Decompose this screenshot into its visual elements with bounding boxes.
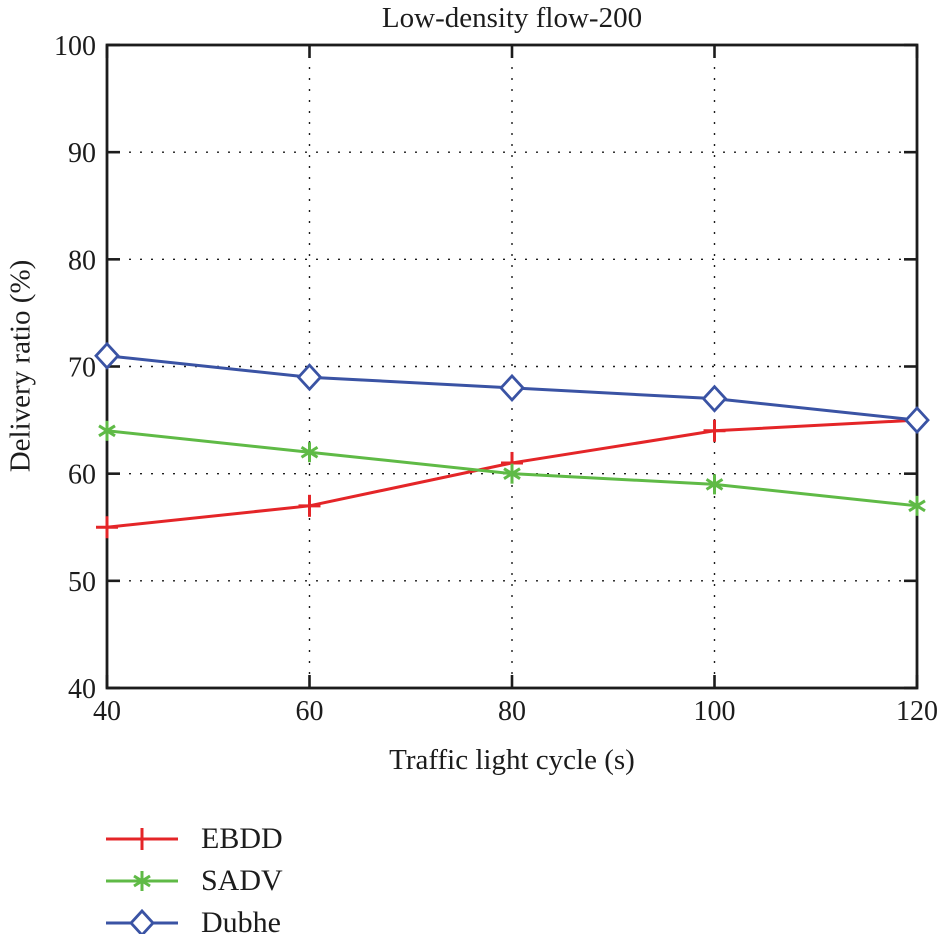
marker-asterisk <box>133 871 151 891</box>
legend: EBDD SADV Dubhe <box>103 818 283 934</box>
x-tick-label: 60 <box>296 696 324 727</box>
marker-diamond-open <box>129 908 155 934</box>
x-axis-label: Traffic light cycle (s) <box>389 744 635 776</box>
marker-plus <box>131 828 153 850</box>
y-tick-label: 100 <box>54 31 96 62</box>
legend-item-dubhe: Dubhe <box>103 902 283 934</box>
plot-area: 40 60 80 100 120 40 50 60 70 80 90 100 <box>54 31 938 727</box>
legend-dubhe-marker <box>106 908 178 934</box>
legend-item-ebdd: EBDD <box>103 818 283 860</box>
marker-asterisk <box>705 474 724 495</box>
chart-title: Low-density flow-200 <box>381 2 643 34</box>
y-tick-label: 40 <box>68 674 96 705</box>
legend-dubhe-label: Dubhe <box>201 906 281 934</box>
marker-plus <box>298 494 321 517</box>
y-tick-label: 70 <box>68 353 96 384</box>
marker-plus <box>96 516 118 539</box>
marker-plus <box>703 419 726 442</box>
marker-asterisk <box>98 420 116 441</box>
marker-diamond-open <box>499 373 525 403</box>
marker-diamond-open <box>904 406 930 435</box>
legend-sadv-marker <box>106 871 178 891</box>
x-tick-label: 40 <box>93 696 121 727</box>
x-tick-label: 120 <box>896 696 938 727</box>
x-tick-label: 80 <box>498 696 526 727</box>
y-tick-label: 60 <box>68 460 96 491</box>
y-tick-label: 80 <box>68 245 96 276</box>
y-tick-label: 90 <box>68 138 96 169</box>
legend-sadv-label: SADV <box>201 864 283 897</box>
legend-item-sadv: SADV <box>103 860 283 902</box>
y-tick-label: 50 <box>68 567 96 598</box>
marker-diamond-open <box>94 341 120 370</box>
marker-asterisk <box>908 495 926 516</box>
x-tick-label: 100 <box>694 696 736 727</box>
legend-ebdd-marker <box>106 828 178 850</box>
marker-asterisk <box>503 463 521 484</box>
marker-asterisk <box>300 442 319 463</box>
marker-diamond-open <box>296 363 323 392</box>
legend-ebdd-label: EBDD <box>201 822 283 855</box>
marker-diamond-open <box>701 384 728 413</box>
